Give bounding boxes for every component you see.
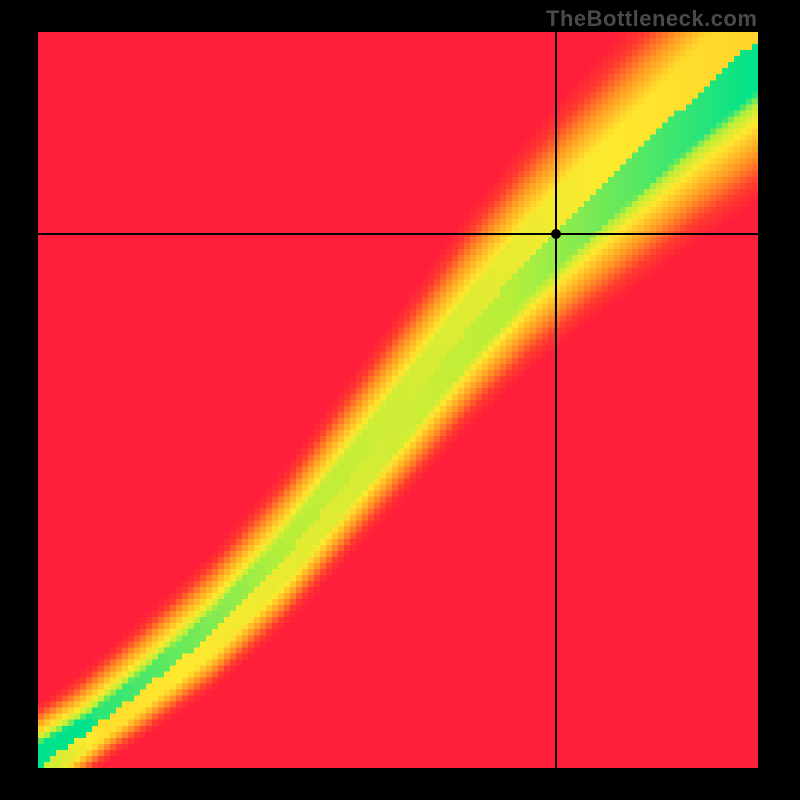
- crosshair-vertical: [555, 32, 557, 768]
- chart-container: TheBottleneck.com: [0, 0, 800, 800]
- crosshair-horizontal: [38, 233, 758, 235]
- watermark-text: TheBottleneck.com: [546, 6, 757, 32]
- bottleneck-heatmap: [38, 32, 758, 768]
